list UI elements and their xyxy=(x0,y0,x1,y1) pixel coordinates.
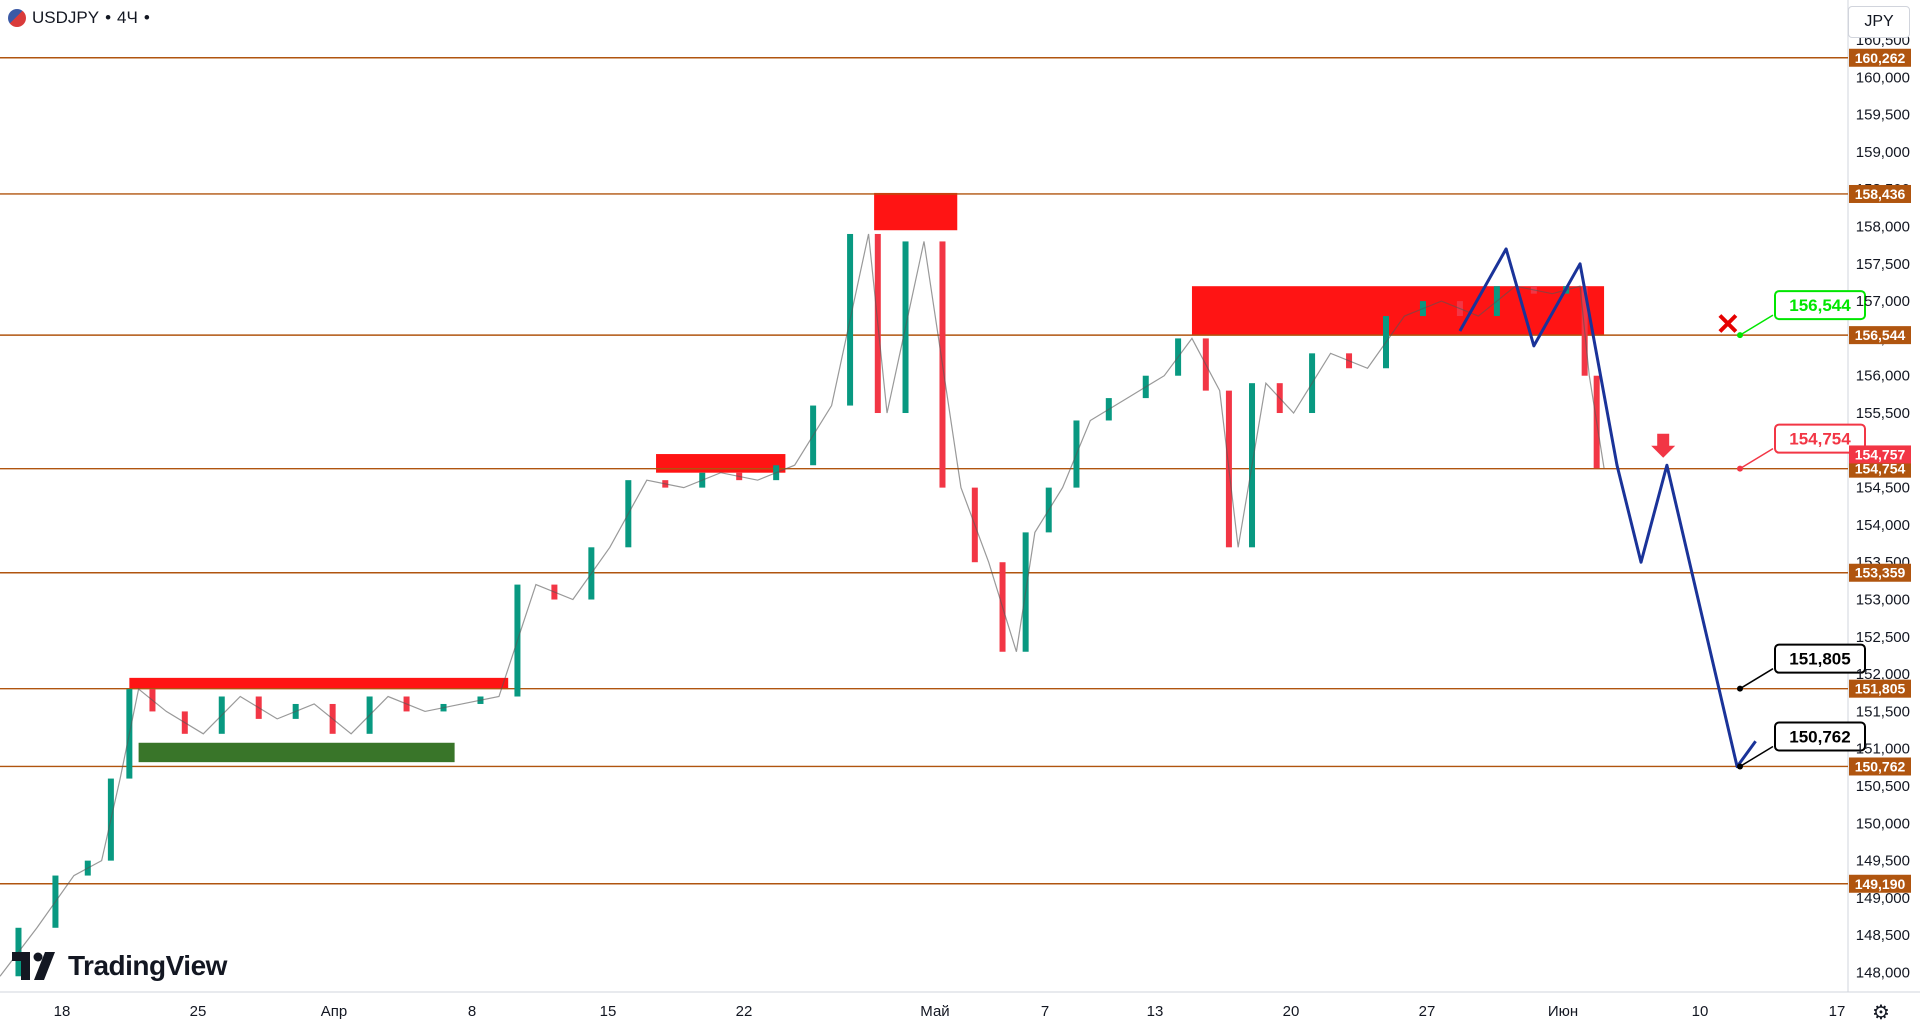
date-tick-label: Май xyxy=(920,1003,949,1020)
demand-zone xyxy=(138,742,455,763)
supply-zone xyxy=(656,454,786,473)
price-tick-label: 151,500 xyxy=(1856,703,1910,720)
price-tick-label: 148,500 xyxy=(1856,927,1910,944)
price-tick-label: 157,000 xyxy=(1856,293,1910,310)
callout-leader xyxy=(1739,668,1774,690)
price-tick-label: 155,500 xyxy=(1856,405,1910,422)
callout-anchor xyxy=(1737,465,1743,472)
interval-label[interactable]: 4Ч xyxy=(117,8,138,27)
price-tick-label: 154,000 xyxy=(1856,517,1910,534)
current-price-badge xyxy=(1849,445,1911,464)
forecast-path[interactable] xyxy=(1458,247,1757,769)
date-tick-label: 17 xyxy=(1829,1003,1846,1020)
date-tick-label: 25 xyxy=(190,1003,207,1020)
level-badge-label: 154,754 xyxy=(1855,461,1906,477)
cross-marker-icon xyxy=(1718,314,1738,333)
separator-dot: • xyxy=(143,8,150,27)
price-tick-label: 159,500 xyxy=(1856,107,1910,124)
date-tick-label: Апр xyxy=(321,1003,347,1020)
date-tick-label: 13 xyxy=(1147,1003,1164,1020)
date-tick-label: 7 xyxy=(1041,1003,1049,1020)
level-badge-label: 150,762 xyxy=(1855,758,1906,774)
price-tick-label: 158,000 xyxy=(1856,219,1910,236)
level-badge xyxy=(1849,757,1911,776)
supply-zone xyxy=(129,677,509,690)
callout-anchor xyxy=(1737,763,1743,770)
symbol-label[interactable]: USDJPY xyxy=(32,8,100,27)
separator-dot: • xyxy=(105,8,112,27)
price-path-line xyxy=(0,233,1605,977)
price-callout-label: 150,762 xyxy=(1789,727,1850,746)
flag-icon xyxy=(8,9,26,27)
level-badge-label: 160,262 xyxy=(1855,50,1906,66)
price-callout-box[interactable] xyxy=(1774,423,1866,454)
callout-leader xyxy=(1739,745,1774,768)
date-tick-label: 20 xyxy=(1283,1003,1300,1020)
down-arrow-icon xyxy=(1651,433,1676,458)
level-badge xyxy=(1849,326,1911,345)
price-tick-label: 160,000 xyxy=(1856,69,1910,86)
callout-anchor xyxy=(1737,332,1743,339)
price-tick-label: 156,000 xyxy=(1856,368,1910,385)
price-tick-label: 149,500 xyxy=(1856,853,1910,870)
price-tick-label: 157,500 xyxy=(1856,256,1910,273)
price-tick-label: 150,500 xyxy=(1856,778,1910,795)
price-tick-label: 153,000 xyxy=(1856,592,1910,609)
callout-anchor xyxy=(1737,685,1743,692)
level-badge xyxy=(1849,459,1911,478)
chart-header: USDJPY • 4Ч • xyxy=(8,8,150,28)
price-tick-label: 149,000 xyxy=(1856,890,1910,907)
price-tick-label: 152,000 xyxy=(1856,666,1910,683)
level-badge xyxy=(1849,184,1911,203)
price-callout-label: 151,805 xyxy=(1789,650,1850,669)
price-tick-label: 159,000 xyxy=(1856,144,1910,161)
price-tick-label: 150,000 xyxy=(1856,815,1910,832)
level-badge-label: 156,544 xyxy=(1855,327,1906,343)
price-tick-label: 154,500 xyxy=(1856,480,1910,497)
level-badge-label: 158,436 xyxy=(1855,186,1906,202)
price-callout-box[interactable] xyxy=(1774,290,1866,321)
settings-gear-icon[interactable]: ⚙ xyxy=(1872,1002,1890,1024)
level-badge-label: 149,190 xyxy=(1855,876,1906,892)
date-tick-label: 27 xyxy=(1419,1003,1436,1020)
price-callout-box[interactable] xyxy=(1774,643,1866,674)
level-badge-label: 153,359 xyxy=(1855,565,1906,581)
level-badge-label: 151,805 xyxy=(1855,681,1906,697)
date-tick-label: 22 xyxy=(736,1003,753,1020)
current-price-label: 154,757 xyxy=(1855,446,1906,462)
date-tick-label: Июн xyxy=(1548,1003,1578,1020)
tradingview-logo-icon xyxy=(12,952,55,980)
price-tick-label: 148,000 xyxy=(1856,965,1910,982)
price-callout-label: 154,754 xyxy=(1789,430,1851,449)
price-axis-panel[interactable] xyxy=(1848,0,1920,1030)
level-badge xyxy=(1849,679,1911,698)
price-tick-label: 152,500 xyxy=(1856,629,1910,646)
tradingview-logo: TradingView xyxy=(12,950,227,982)
date-tick-label: 15 xyxy=(600,1003,617,1020)
level-badge xyxy=(1849,563,1911,582)
level-badge xyxy=(1849,874,1911,893)
date-tick-label: 10 xyxy=(1692,1003,1709,1020)
callout-leader xyxy=(1739,314,1774,336)
date-tick-label: 18 xyxy=(54,1003,71,1020)
brand-name: TradingView xyxy=(68,950,227,981)
currency-button[interactable]: JPY xyxy=(1848,6,1910,38)
supply-zone xyxy=(1191,286,1605,335)
price-callout-label: 156,544 xyxy=(1789,296,1851,315)
supply-zone xyxy=(874,192,958,231)
price-callout-box[interactable] xyxy=(1774,721,1866,752)
callout-leader xyxy=(1739,448,1774,470)
level-badge xyxy=(1849,48,1911,67)
price-tick-label: 151,000 xyxy=(1856,741,1910,758)
date-tick-label: 8 xyxy=(468,1003,476,1020)
